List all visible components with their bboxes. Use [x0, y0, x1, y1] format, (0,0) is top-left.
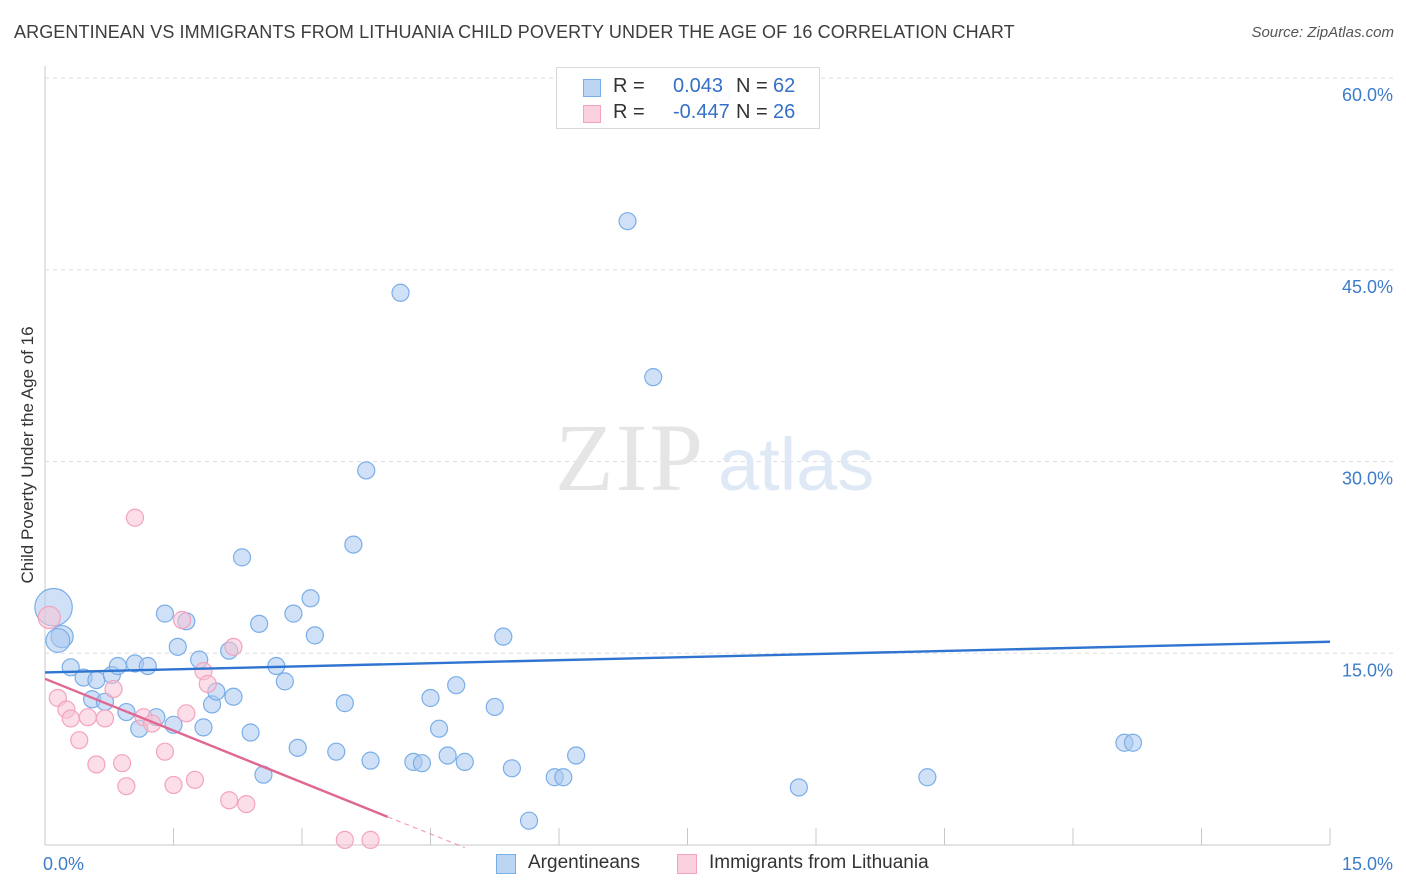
trend-lines: [44, 640, 1331, 849]
lithuania-swatch: [583, 105, 601, 123]
lithuania-point-18: [185, 770, 205, 789]
source-label: Source: ZipAtlas.com: [1251, 24, 1394, 41]
argentineans-point-6: [87, 670, 106, 690]
argentineans-legend-label: Argentineans: [528, 852, 640, 873]
lithuania-point-14: [155, 742, 175, 761]
argentineans-point-33: [301, 589, 320, 608]
y-tick-label-0: 15.0%: [1342, 660, 1393, 680]
argentineans-point-50: [502, 759, 521, 778]
r-value-lithuania: -0.447: [673, 101, 730, 123]
argentineans-point-31: [284, 604, 303, 623]
argentineans-point-43: [421, 688, 440, 708]
watermark: ZIP atlas: [555, 404, 874, 511]
argentineans-point-32: [288, 738, 307, 757]
lithuania-point-22: [224, 637, 243, 656]
lithuania-point-16: [172, 610, 192, 630]
lithuania-points: [37, 508, 380, 849]
lithuania-point-25: [361, 830, 380, 849]
lithuania-point-10: [117, 777, 136, 796]
argentineans-point-55: [618, 212, 637, 231]
argentineans-point-38: [357, 461, 376, 480]
argentineans-point-56: [644, 368, 663, 387]
lithuania-legend-label: Immigrants from Lithuania: [709, 852, 929, 873]
argentineans-point-61: [1123, 733, 1143, 752]
argentineans-point-30: [275, 672, 294, 691]
argentineans-point-48: [485, 697, 504, 717]
lithuania-trend-extension: [387, 816, 465, 849]
argentineans-point-26: [241, 723, 260, 742]
y-tick-label-1: 30.0%: [1342, 469, 1393, 489]
correlation-legend: R = 0.043 N = 62 R = -0.447 N = 26: [556, 67, 820, 129]
argentineans-point-37: [344, 535, 363, 554]
argentineans-point-2: [45, 627, 71, 653]
argentineans-point-42: [412, 754, 432, 773]
watermark-zip: ZIP: [555, 404, 705, 511]
x-tick-label-1: 15.0%: [1342, 854, 1393, 874]
argentineans-point-45: [438, 746, 457, 765]
argentineans-legend-swatch: [496, 854, 516, 874]
r-label: R =: [613, 75, 645, 97]
argentineans-point-13: [138, 656, 157, 676]
axes: [44, 66, 1331, 846]
argentineans-point-17: [168, 637, 187, 656]
n-value-argentineans: 62: [773, 75, 796, 97]
argentineans-point-34: [305, 626, 324, 645]
argentineans-swatch: [583, 79, 601, 97]
argentineans-point-58: [789, 778, 808, 797]
argentineans-point-44: [429, 719, 449, 738]
lithuania-point-3: [61, 709, 80, 728]
argentineans-point-54: [567, 746, 586, 765]
lithuania-point-7: [95, 709, 115, 728]
lithuania-point-24: [335, 830, 354, 849]
argentineans-point-53: [554, 768, 573, 787]
n-label: N =: [736, 75, 768, 97]
argentineans-point-39: [361, 751, 380, 770]
lithuania-trend-line: [44, 677, 389, 818]
lithuania-point-17: [177, 704, 196, 723]
lithuania-point-23: [237, 794, 256, 814]
argentineans-point-24: [224, 687, 243, 706]
argentineans-point-40: [391, 283, 410, 302]
chart-title: ARGENTINEAN VS IMMIGRANTS FROM LITHUANIA…: [14, 22, 1015, 42]
argentineans-points: [34, 84, 1143, 830]
lithuania-point-9: [112, 754, 132, 773]
y-tick-label-3: 60.0%: [1342, 85, 1393, 105]
argentineans-point-59: [918, 768, 937, 787]
n-value-lithuania: 26: [773, 101, 796, 123]
argentineans-point-15: [155, 604, 175, 623]
y-tick-label-2: 45.0%: [1342, 277, 1393, 297]
lithuania-point-6: [87, 755, 106, 774]
n-label: N =: [736, 101, 768, 123]
tick-labels: 15.0% 30.0% 45.0% 60.0% 0.0% 15.0%: [43, 85, 1393, 874]
argentineans-point-25: [232, 548, 252, 567]
r-value-argentineans: 0.043: [673, 75, 724, 97]
argentineans-point-46: [447, 676, 466, 695]
lithuania-point-20: [198, 674, 217, 694]
grid-lines: [45, 77, 1395, 654]
x-tick-label-0: 0.0%: [43, 854, 84, 874]
lithuania-point-8: [104, 679, 123, 699]
argentineans-point-20: [194, 718, 213, 737]
lithuania-legend-swatch: [677, 854, 697, 874]
argentineans-point-27: [250, 614, 269, 633]
argentineans-point-49: [494, 627, 513, 646]
argentineans-point-47: [455, 752, 474, 772]
lithuania-point-21: [220, 791, 239, 810]
lithuania-point-5: [78, 708, 97, 727]
argentineans-trend-line: [44, 640, 1331, 674]
lithuania-point-15: [164, 775, 183, 795]
watermark-atlas: atlas: [718, 423, 874, 506]
lithuania-point-4: [70, 731, 89, 750]
argentineans-point-35: [327, 742, 346, 761]
lithuania-point-11: [125, 508, 145, 527]
lithuania-point-0: [37, 605, 61, 630]
argentineans-point-51: [519, 811, 539, 830]
r-label: R =: [613, 101, 645, 123]
argentineans-point-36: [335, 694, 354, 713]
